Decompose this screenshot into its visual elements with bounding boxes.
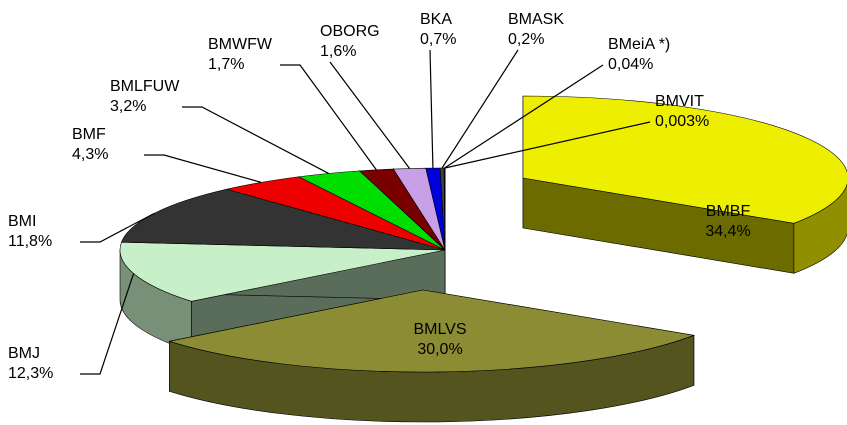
slice-value-label: 0,7% xyxy=(420,31,456,48)
slice-name: BMWFW xyxy=(208,36,273,53)
slice xyxy=(522,95,847,224)
slice-value-label: 4,3% xyxy=(72,146,108,163)
slice xyxy=(119,241,446,302)
slice-value-label: 0,003% xyxy=(655,113,709,130)
leader-line xyxy=(144,154,262,183)
slice-name: BMF xyxy=(72,126,106,143)
slice-value-label: 34,4% xyxy=(705,223,750,240)
slice-value-label: 0,2% xyxy=(508,31,544,48)
leader-line xyxy=(182,106,329,174)
leader-line xyxy=(80,212,155,243)
slice xyxy=(121,188,446,251)
slice-name: BKA xyxy=(420,11,452,28)
slice-name: BMI xyxy=(8,213,36,230)
slice xyxy=(169,289,696,373)
slice-name: BMVIT xyxy=(655,93,704,110)
slice-name: BMBF xyxy=(706,203,751,220)
leader-line xyxy=(280,64,377,171)
slice-value-label: 1,6% xyxy=(320,43,356,60)
slice-name: OBORG xyxy=(320,23,380,40)
leader-line xyxy=(444,121,651,169)
slice-value-label: 11,8% xyxy=(8,233,52,250)
slice-name: BMJ xyxy=(8,345,40,362)
slice-value-label: 1,7% xyxy=(208,56,244,73)
slice-name: BMLFUW xyxy=(110,78,180,95)
slice-value-label: 30,0% xyxy=(417,341,462,358)
slice-value-label: 12,3% xyxy=(8,365,53,382)
leader-line xyxy=(329,61,411,169)
leader-line xyxy=(429,49,434,169)
leader-line xyxy=(441,49,519,169)
leader-line xyxy=(444,64,604,169)
slice-value-label: 0,04% xyxy=(608,56,653,73)
slice-name: BMLVS xyxy=(413,321,466,338)
slice-name: BMASK xyxy=(508,11,564,28)
leader-line xyxy=(80,273,135,375)
slice-value-label: 3,2% xyxy=(110,98,146,115)
slice-name: BMeiA *) xyxy=(608,36,670,53)
